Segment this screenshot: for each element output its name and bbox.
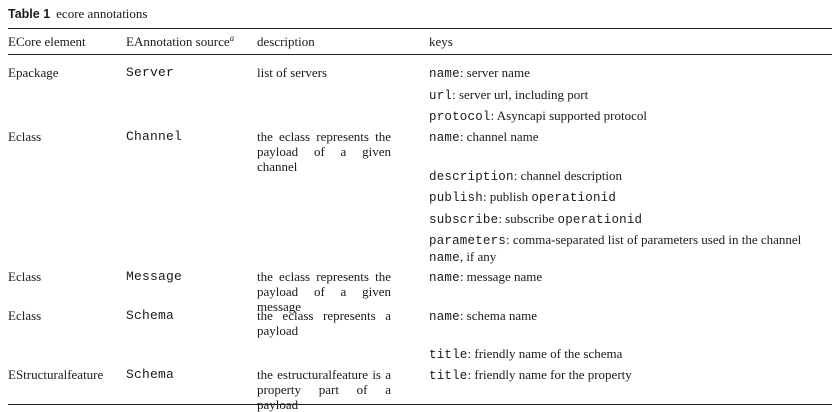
key-name: parameters — [429, 234, 507, 248]
cell-source: Channel — [126, 129, 183, 144]
table-label: Table 1 — [8, 7, 51, 21]
key-name: name — [429, 310, 460, 324]
key-text: : message name — [459, 269, 543, 284]
key-name: title — [429, 348, 468, 362]
cell-key: subscribe: subscribe operationid — [429, 211, 829, 228]
key-value: name — [429, 251, 460, 265]
key-text: : publish — [482, 189, 532, 204]
key-name: name — [429, 271, 460, 285]
key-text: : Asyncapi supported protocol — [490, 108, 647, 123]
cell-key: parameters: comma-separated list of para… — [429, 232, 829, 266]
cell-element: Epackage — [8, 65, 59, 80]
cell-key: url: server url, including port — [429, 87, 829, 104]
table-caption: Table 1 ecore annotations — [8, 6, 147, 22]
cell-description: list of servers — [257, 65, 328, 80]
cell-description: the eclass represents the payload of a g… — [257, 129, 391, 174]
key-text: : friendly name of the schema — [467, 346, 623, 361]
key-text: , if any — [459, 249, 497, 264]
cell-element: EStructuralfeature — [8, 367, 104, 382]
key-text: : comma-separated list of parameters use… — [506, 232, 802, 247]
cell-source: Server — [126, 65, 175, 80]
key-text: : schema name — [459, 308, 538, 323]
key-value: operationid — [557, 213, 643, 227]
key-text: : subscribe — [498, 211, 558, 226]
key-name: name — [429, 131, 460, 145]
bottom-rule — [8, 404, 832, 405]
key-text: : channel name — [459, 129, 539, 144]
cell-source: Schema — [126, 308, 175, 323]
top-rule — [8, 28, 832, 29]
key-name: publish — [429, 191, 483, 205]
header-rule — [8, 54, 832, 55]
key-name: subscribe — [429, 213, 499, 227]
key-text: : friendly name for the property — [467, 367, 632, 382]
key-name: title — [429, 369, 468, 383]
key-text: : server url, including port — [452, 87, 589, 102]
cell-key: name: message name — [429, 269, 829, 286]
key-name: protocol — [429, 110, 491, 124]
cell-key: name: server name — [429, 65, 829, 82]
cell-description: the eclass represents the payload of a g… — [257, 269, 391, 314]
cell-description: the eclass represents a payload — [257, 308, 391, 338]
cell-key: publish: publish operationid — [429, 189, 829, 206]
cell-key: title: friendly name of the schema — [429, 346, 829, 363]
cell-element: Eclass — [8, 269, 42, 284]
header-source-text: EAnnotation source — [126, 34, 230, 49]
table-title: ecore annotations — [56, 6, 148, 21]
cell-key: protocol: Asyncapi supported protocol — [429, 108, 829, 125]
key-value: operationid — [531, 191, 617, 205]
footnote-marker: a — [229, 33, 235, 43]
key-text: : channel description — [513, 168, 623, 183]
header-eannotation-source: EAnnotation sourcea — [126, 33, 250, 50]
key-name: name — [429, 67, 460, 81]
header-keys: keys — [429, 34, 453, 49]
cell-description: the estructuralfeature is a property par… — [257, 367, 391, 412]
cell-element: Eclass — [8, 308, 42, 323]
cell-key: name: channel name — [429, 129, 829, 146]
cell-source: Schema — [126, 367, 175, 382]
cell-key: name: schema name — [429, 308, 829, 325]
cell-source: Message — [126, 269, 183, 284]
cell-key: description: channel description — [429, 168, 829, 185]
key-name: url — [429, 89, 453, 103]
cell-element: Eclass — [8, 129, 42, 144]
key-text: : server name — [459, 65, 530, 80]
cell-key: title: friendly name for the property — [429, 367, 829, 384]
header-description: description — [257, 34, 315, 49]
header-ecore-element: ECore element — [8, 34, 86, 49]
key-name: description — [429, 170, 514, 184]
